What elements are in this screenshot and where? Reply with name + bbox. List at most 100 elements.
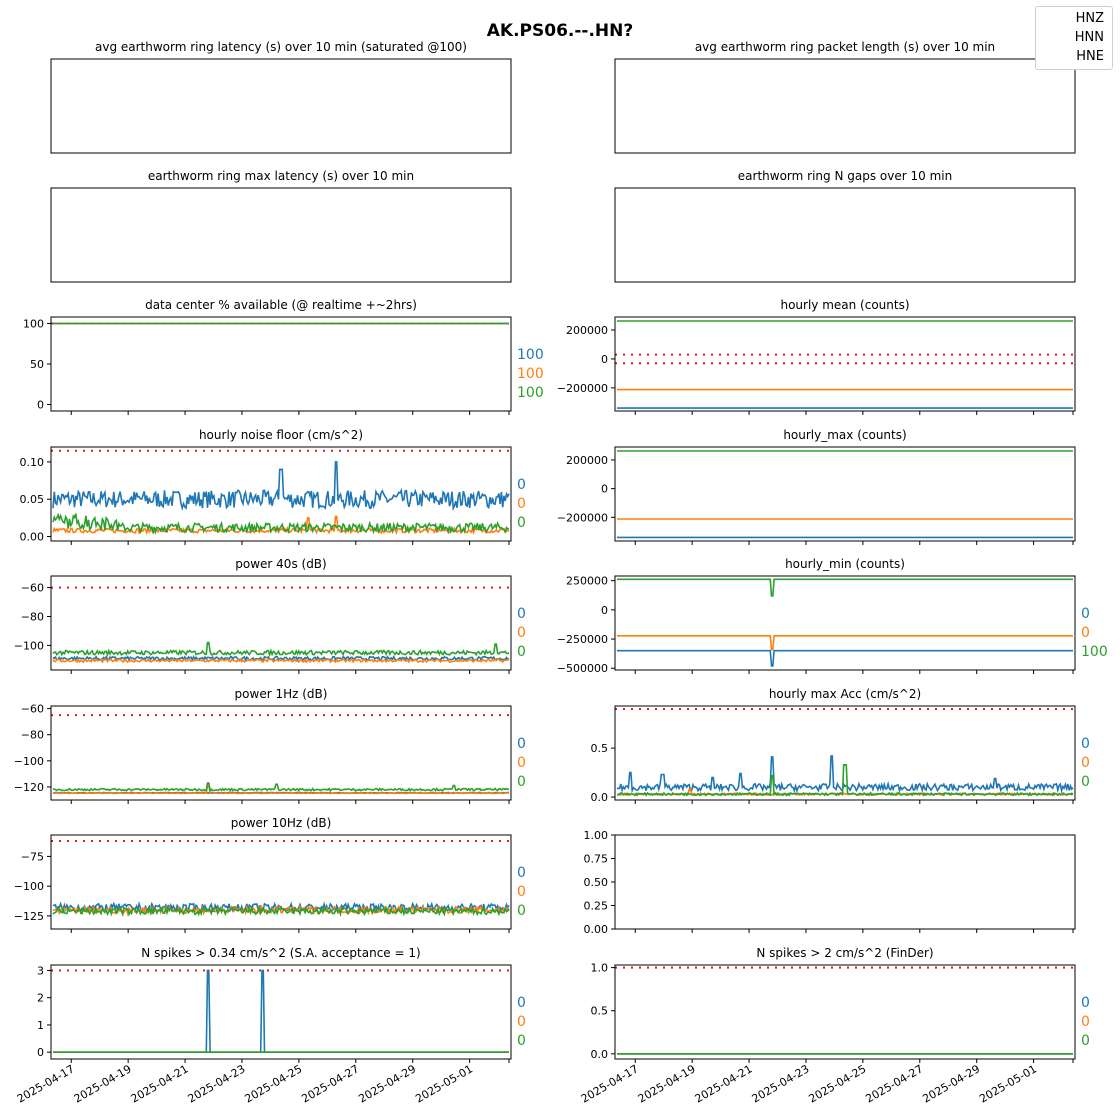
chart-avg_packet: avg earthworm ring packet length (s) ove… (614, 40, 1076, 154)
chart-title: hourly_max (counts) (783, 428, 906, 442)
series-hnn (52, 784, 510, 795)
y-tick-label: −500000 (557, 662, 608, 675)
y-tick-label: 1 (37, 1019, 44, 1032)
chart-hourly_min: hourly_min (counts) −500000 −250000 0 250000… (557, 557, 1108, 675)
chart-title: avg earthworm ring packet length (s) ove… (695, 40, 995, 54)
chart-spikes_2: N spikes > 2 cm/s^2 (FinDer) 0.0 0.5 1.0 202… (579, 946, 1090, 1106)
y-tick-label: −80 (21, 729, 44, 742)
y-tick-label: 3 (37, 964, 44, 977)
y-tick-label: 200000 (566, 454, 608, 467)
axes-frame (614, 834, 1076, 930)
side-label-hne: 0 (517, 1033, 526, 1049)
side-label-hnz: 0 (517, 865, 526, 881)
chart-n_gaps: earthworm ring N gaps over 10 min (614, 169, 1076, 283)
side-label-hnz: 0 (517, 995, 526, 1011)
y-tick-label: −200000 (557, 382, 608, 395)
y-tick-label: 1.0 (591, 962, 609, 975)
side-label-hne: 100 (517, 385, 544, 401)
y-tick-label: 50 (30, 358, 44, 371)
y-tick-label: 0.5 (591, 742, 609, 755)
chart-hourly_mean: hourly mean (counts) −200000 0 200000 (557, 298, 1076, 415)
axes-frame (614, 705, 1076, 801)
side-label-hnn: 100 (517, 366, 544, 382)
axes-frame (50, 575, 512, 671)
side-label-hne: 0 (517, 903, 526, 919)
chart-power_10hz: power 10Hz (dB) −125 −100 −75 0 0 0 (14, 816, 526, 933)
y-tick-label: −60 (21, 582, 44, 595)
series-hnz (52, 461, 510, 512)
x-tick-label: 2025-04-25 (243, 1062, 305, 1105)
axes-frame (50, 316, 512, 412)
y-tick-label: 0 (37, 1046, 44, 1059)
y-tick-label: 200000 (566, 324, 608, 337)
side-label-hne: 0 (517, 774, 526, 790)
chart-title: hourly mean (counts) (780, 298, 909, 312)
axes-frame (614, 58, 1076, 154)
chart-power_1hz: power 1Hz (dB) −120 −100 −80 −60 0 0 0 (14, 687, 526, 804)
axes-frame (614, 187, 1076, 283)
chart-title: hourly max Acc (cm/s^2) (769, 687, 921, 701)
x-tick-label: 2025-04-21 (129, 1062, 191, 1105)
chart-hourly_max: hourly_max (counts) −200000 0 200000 (557, 428, 1076, 545)
y-tick-label: −80 (21, 610, 44, 623)
side-label-hnz: 0 (517, 736, 526, 752)
chart-title: earthworm ring N gaps over 10 min (738, 169, 952, 183)
side-label-hnz: 0 (517, 606, 526, 622)
y-tick-label: 0.10 (20, 456, 45, 469)
side-label-hnn: 0 (517, 755, 526, 771)
x-tick-label: 2025-05-01 (977, 1062, 1039, 1105)
axes-frame (614, 316, 1076, 412)
y-tick-label: 250000 (566, 575, 608, 588)
side-label-hne: 0 (1081, 774, 1090, 790)
chart-title: data center % available (@ realtime +~2h… (145, 298, 417, 312)
side-label-hnn: 0 (1081, 1014, 1090, 1030)
side-label-hnn: 0 (517, 1014, 526, 1030)
axes-frame (50, 834, 512, 930)
y-tick-label: −120 (14, 781, 44, 794)
chart-title: power 40s (dB) (235, 557, 326, 571)
chart-empty_axes: 0.00 0.25 0.50 0.75 1.00 (584, 829, 1076, 936)
side-label-hne: 0 (517, 515, 526, 531)
series-hne (52, 904, 510, 918)
figure-title: AK.PS06.--.HN? (487, 21, 634, 41)
y-tick-label: −100 (14, 639, 44, 652)
x-tick-label: 2025-04-19 (72, 1062, 134, 1105)
chart-title: power 1Hz (dB) (235, 687, 328, 701)
y-tick-label: 0 (601, 604, 608, 617)
y-tick-label: 0.0 (591, 1048, 609, 1061)
x-tick-label: 2025-04-23 (186, 1062, 248, 1105)
chart-title: hourly noise floor (cm/s^2) (199, 428, 363, 442)
x-tick-label: 2025-04-23 (750, 1062, 812, 1105)
y-tick-label: 0.0 (591, 791, 609, 804)
series-hne (52, 512, 510, 536)
chart-spikes_034: N spikes > 0.34 cm/s^2 (S.A. acceptance … (15, 946, 526, 1106)
x-tick-label: 2025-04-29 (356, 1062, 418, 1105)
axes-frame (50, 705, 512, 801)
series-hnz (616, 755, 1074, 794)
x-tick-label: 2025-04-17 (579, 1062, 641, 1105)
y-tick-label: −125 (14, 910, 44, 923)
y-tick-label: 0 (601, 483, 608, 496)
legend: HNZ HNN HNE (1035, 6, 1113, 70)
y-tick-label: 1.00 (584, 829, 609, 842)
y-tick-label: 100 (23, 317, 44, 330)
series-hnn (52, 515, 510, 536)
chart-title: avg earthworm ring latency (s) over 10 m… (95, 40, 467, 54)
x-tick-label: 2025-04-19 (636, 1062, 698, 1105)
y-tick-label: 0.05 (20, 493, 45, 506)
chart-title: N spikes > 2 cm/s^2 (FinDer) (756, 946, 933, 960)
chart-availability: data center % available (@ realtime +~2h… (23, 298, 544, 415)
y-tick-label: −200000 (557, 511, 608, 524)
series-hnz (52, 900, 510, 914)
side-label-hnn: 0 (1081, 625, 1090, 641)
y-tick-label: 0.00 (20, 531, 45, 544)
side-label-hnn: 0 (1081, 755, 1090, 771)
chart-hourly_max_acc: hourly max Acc (cm/s^2) 0.0 0.5 0 0 0 (591, 687, 1090, 804)
side-label-hnn: 0 (517, 496, 526, 512)
series-hne (52, 641, 510, 658)
chart-title: hourly_min (counts) (785, 557, 905, 571)
side-label-hnn: 0 (517, 884, 526, 900)
chart-title: earthworm ring max latency (s) over 10 m… (148, 169, 414, 183)
axes-frame (50, 58, 512, 154)
y-tick-label: 0 (37, 399, 44, 412)
